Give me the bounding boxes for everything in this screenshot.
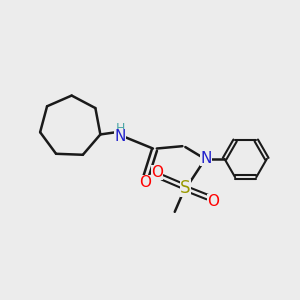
Text: N: N	[200, 151, 211, 166]
Text: O: O	[152, 165, 164, 180]
Text: N: N	[114, 129, 126, 144]
Text: O: O	[207, 194, 219, 209]
Text: H: H	[116, 122, 125, 135]
Text: S: S	[180, 179, 190, 197]
Text: O: O	[140, 175, 152, 190]
